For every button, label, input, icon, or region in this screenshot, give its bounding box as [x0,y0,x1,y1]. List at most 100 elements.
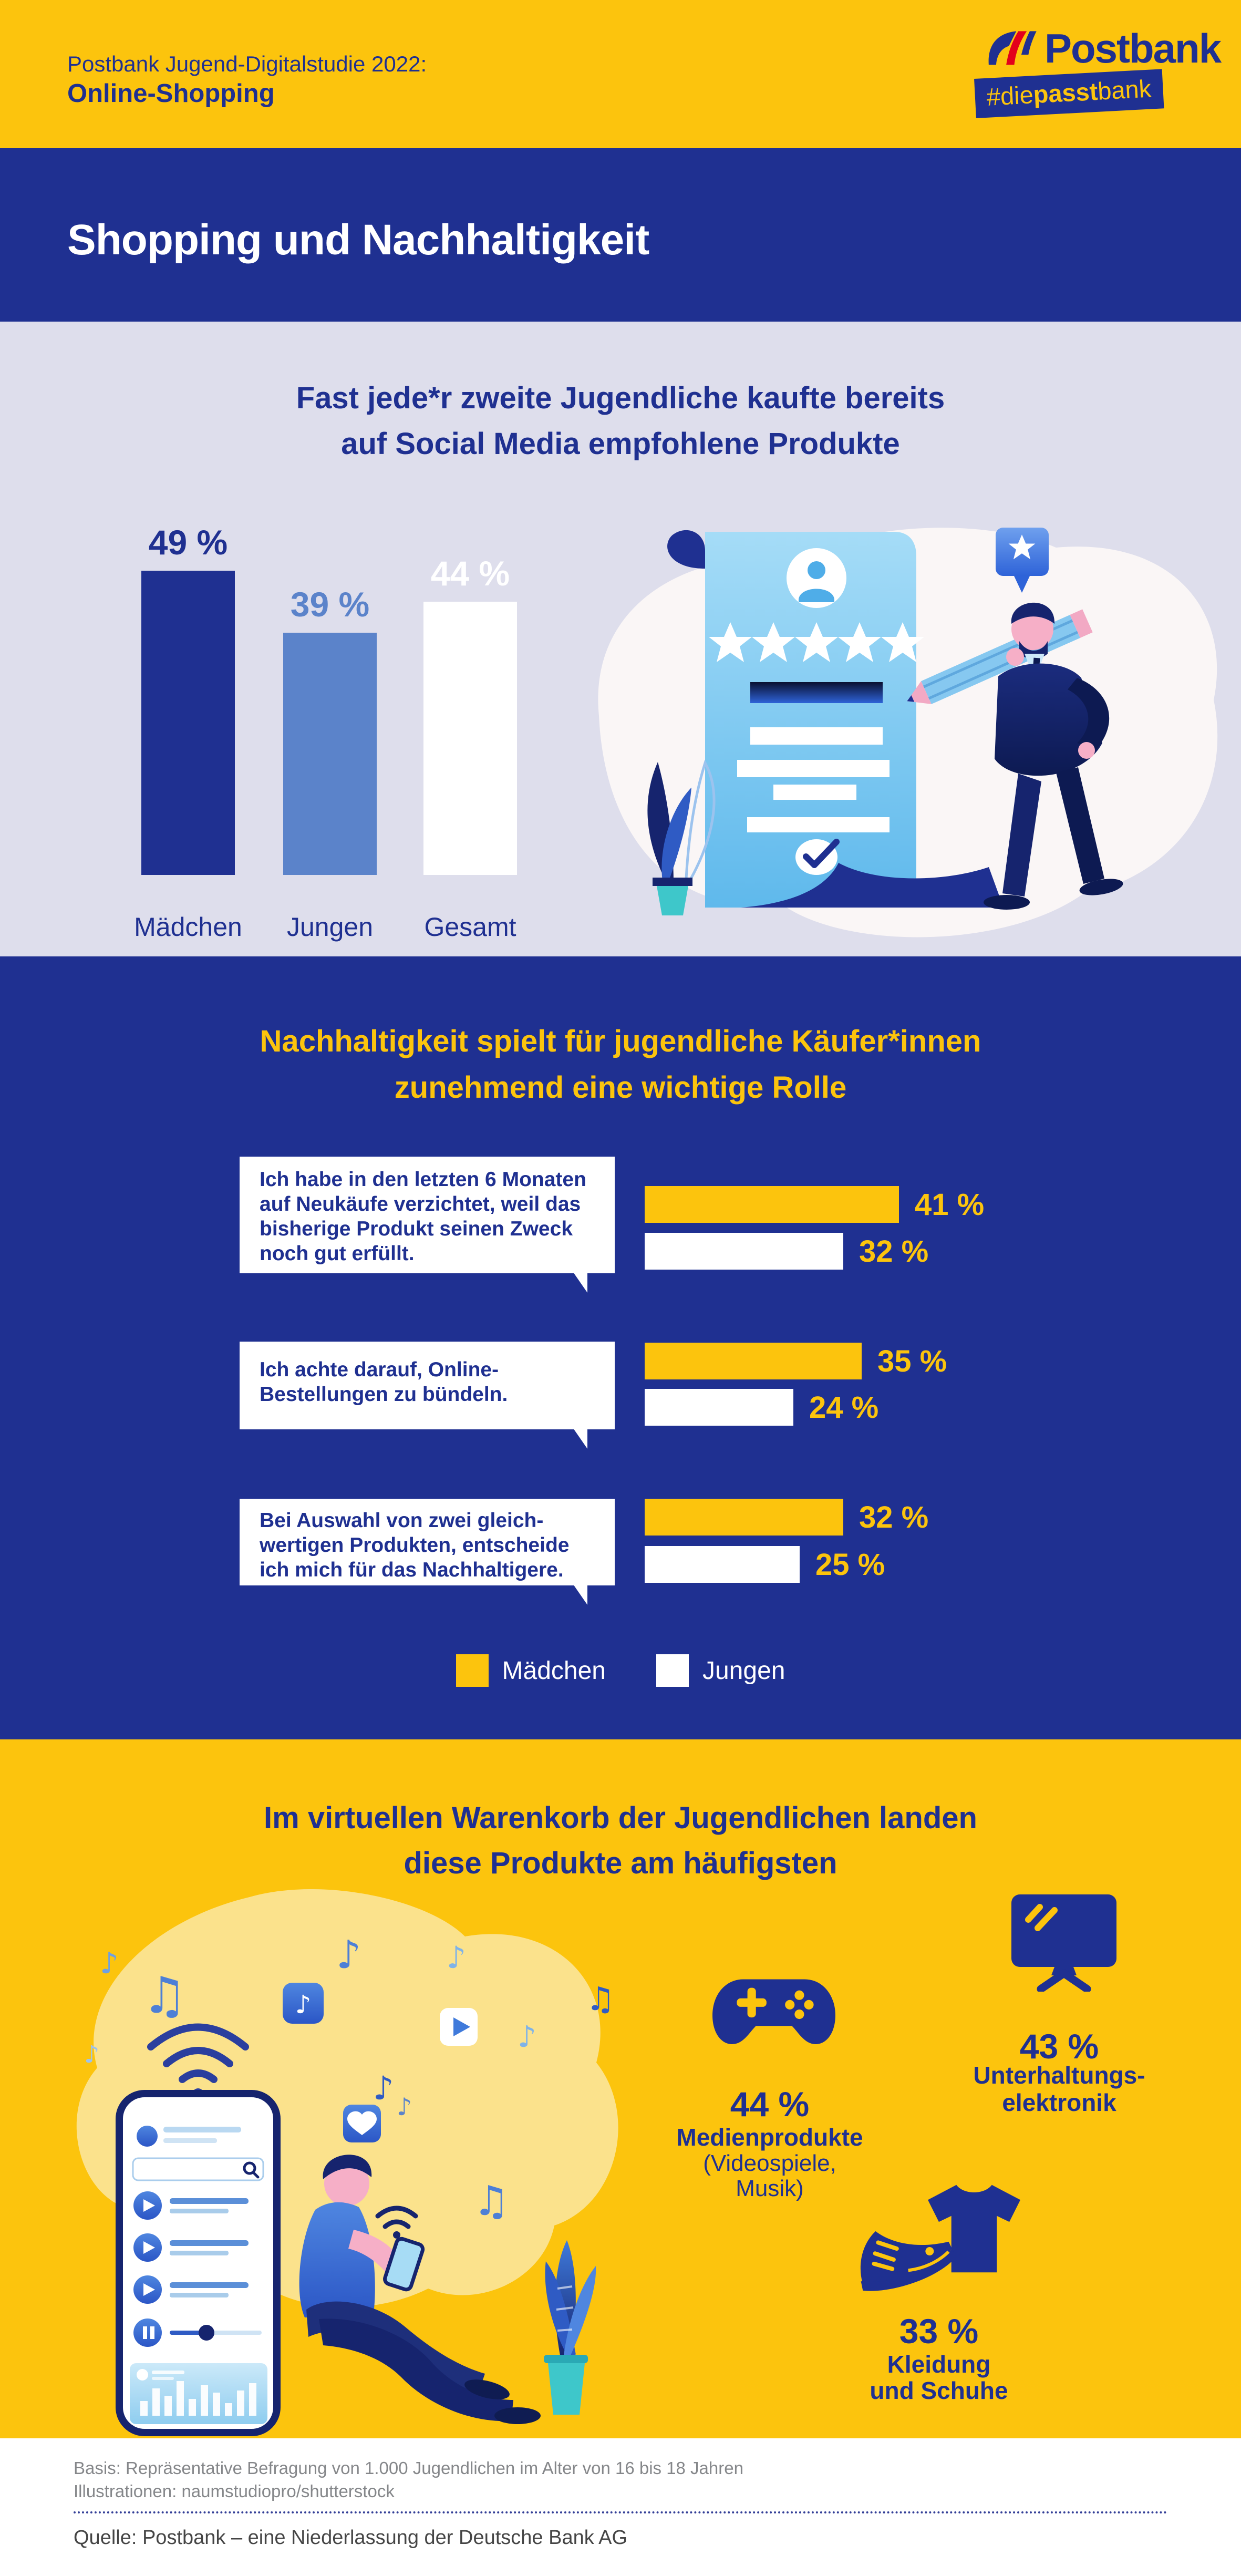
header-band: Postbank Jugend-Digitalstudie 2022: Onli… [0,0,1241,148]
hbar-value-label: 35 % [877,1344,947,1378]
electronics-label-2: elektronik [1002,2089,1116,2116]
statement-line: auf Neukäufe verzichtet, weil das [260,1193,581,1215]
hbar-jungen [645,1233,843,1270]
streaming-illustration: ♪ ♫ ♪ ♪ ♪ ♫ ♪ ♪ ♫ ♪ ♪ [76,1889,618,2436]
svg-text:♪: ♪ [336,1932,361,1977]
statement-bubble-3: Bei Auswahl von zwei gleich- wertigen Pr… [240,1499,615,1605]
social-media-section: Fast jede*r zweite Jugendliche kaufte be… [0,322,1241,956]
tv-icon [1011,1894,1116,1992]
statement-line: ich mich für das Nachhaltigere. [260,1559,564,1581]
bar-label-jungen: Jungen [286,912,374,942]
title-banner: Shopping und Nachhaltigkeit [0,148,1241,322]
hbar-maedchen [645,1343,862,1379]
star-badge-icon [996,528,1049,593]
legend-swatch-jungen [656,1654,689,1687]
legend-swatch-maedchen [456,1654,489,1687]
statement-line: Ich habe in den letzten 6 Monaten [260,1168,586,1191]
bar-maedchen [141,571,235,875]
five-star-rating [709,622,924,662]
illustration-credit: Illustrationen: naumstudiopro/shuttersto… [74,2481,395,2501]
potted-plant [544,2240,596,2415]
bar-value-gesamt: 44 % [430,554,510,593]
hbar-value-label: 41 % [915,1187,985,1222]
svg-text:♫: ♫ [473,2178,510,2225]
section2-heading-line2: zunehmend eine wichtige Rolle [394,1070,847,1105]
hbar-value-label: 32 % [859,1234,929,1269]
legend-label-maedchen: Mädchen [502,1656,606,1685]
section3-heading-line2: diese Produkte am häufigsten [404,1846,837,1880]
page-title: Shopping und Nachhaltigkeit [67,216,649,264]
game-controller-icon [712,1979,835,2044]
clothing-label-2: und Schuhe [870,2377,1008,2404]
study-pretitle: Postbank Jugend-Digitalstudie 2022: [67,51,427,76]
hashtag-prefix: #die [986,80,1034,111]
sitting-person [299,2155,541,2424]
basis-note: Basis: Repräsentative Befragung von 1.00… [74,2458,743,2478]
hbar-row-2-maedchen: 35 % [645,1343,947,1379]
small-wifi-icon [375,2206,418,2239]
clothing-label-1: Kleidung [887,2351,991,2378]
music-note-icons: ♪ ♫ ♪ ♪ ♪ ♫ ♪ ♪ ♫ ♪ [84,1932,615,2225]
hbar-value-label: 32 % [859,1500,929,1534]
bar-jungen [283,633,377,875]
bar-group-gesamt: 44 % [423,553,517,875]
svg-text:♪: ♪ [295,1990,312,2019]
cart-section: Im virtuellen Warenkorb der Jugendlichen… [0,1739,1241,2438]
music-app-icon: ♪ [283,1983,324,2024]
hbar-jungen [645,1389,793,1426]
hbar-row-1-jungen: 32 % [645,1233,928,1270]
hbar-row-3-jungen: 25 % [645,1546,885,1583]
section3-heading-line1: Im virtuellen Warenkorb der Jugendlichen… [264,1801,977,1835]
bar-group-jungen: 39 % [283,584,377,875]
statement-line: bisherige Produkt seinen Zweck [260,1218,573,1240]
svg-text:♪: ♪ [518,2020,536,2054]
hbar-row-1-maedchen: 41 % [645,1186,984,1223]
statement-line: Ich achte darauf, Online- [260,1358,499,1381]
svg-text:♪: ♪ [373,2069,394,2107]
electronics-label-1: Unterhaltungs- [973,2062,1145,2089]
section1-heading-line1: Fast jede*r zweite Jugendliche kaufte be… [296,381,945,415]
statement-line: wertigen Produkten, entscheide [260,1534,570,1557]
svg-text:♪: ♪ [100,1946,119,1981]
media-label-1: Medienprodukte [676,2124,863,2151]
hbar-maedchen [645,1499,843,1536]
hashtag-bold: passt [1032,77,1099,109]
section1-heading-line2: auf Social Media empfohlene Produkte [341,427,900,461]
svg-text:♫: ♫ [586,1980,615,2018]
wifi-icon [147,2023,249,2100]
study-title: Online-Shopping [67,79,275,108]
hbar-value-label: 24 % [809,1390,879,1425]
statement-bubble-2: Ich achte darauf, Online- Bestellungen z… [240,1342,615,1449]
statement-bubble-1: Ich habe in den letzten 6 Monaten auf Ne… [240,1157,615,1293]
statement-line: Bestellungen zu bündeln. [260,1383,508,1406]
bar-label-maedchen: Mädchen [134,912,242,942]
hbar-row-2-jungen: 24 % [645,1389,878,1426]
bar-group-maedchen: 49 % [141,522,235,875]
hbar-jungen [645,1546,800,1583]
electronics-value: 43 % [1019,2027,1099,2066]
dotted-divider [74,2511,1167,2513]
statement-line: Bei Auswahl von zwei gleich- [260,1509,544,1532]
hbar-row-3-maedchen: 32 % [645,1499,928,1536]
statement-line: noch gut erfüllt. [260,1242,415,1265]
section2-heading-line1: Nachhaltigkeit spielt für jugendliche Kä… [260,1024,981,1058]
svg-text:♫: ♫ [142,1966,187,2025]
hashtag-suffix: bank [1097,74,1152,105]
man-with-pencil [907,602,1123,910]
svg-text:♪: ♪ [84,2040,99,2068]
review-scroll [705,532,916,908]
legend-label-jungen: Jungen [702,1656,785,1685]
source-note: Quelle: Postbank – eine Niederlassung de… [74,2527,628,2549]
postbank-logo-icon [988,31,1037,65]
tshirt-icon [928,2185,1020,2273]
sustainability-section: Nachhaltigkeit spielt für jugendliche Kä… [0,956,1241,1739]
bar-gesamt [423,602,517,875]
scroll-base-wave [741,863,1004,908]
media-label-3: Musik) [736,2176,804,2201]
postbank-logo: Postbank [987,27,1222,69]
media-label-2: (Videospiele, [703,2150,836,2176]
svg-text:♪: ♪ [447,1940,466,1975]
video-app-icon [440,2008,478,2046]
legend: Mädchen Jungen [0,1654,1241,1687]
